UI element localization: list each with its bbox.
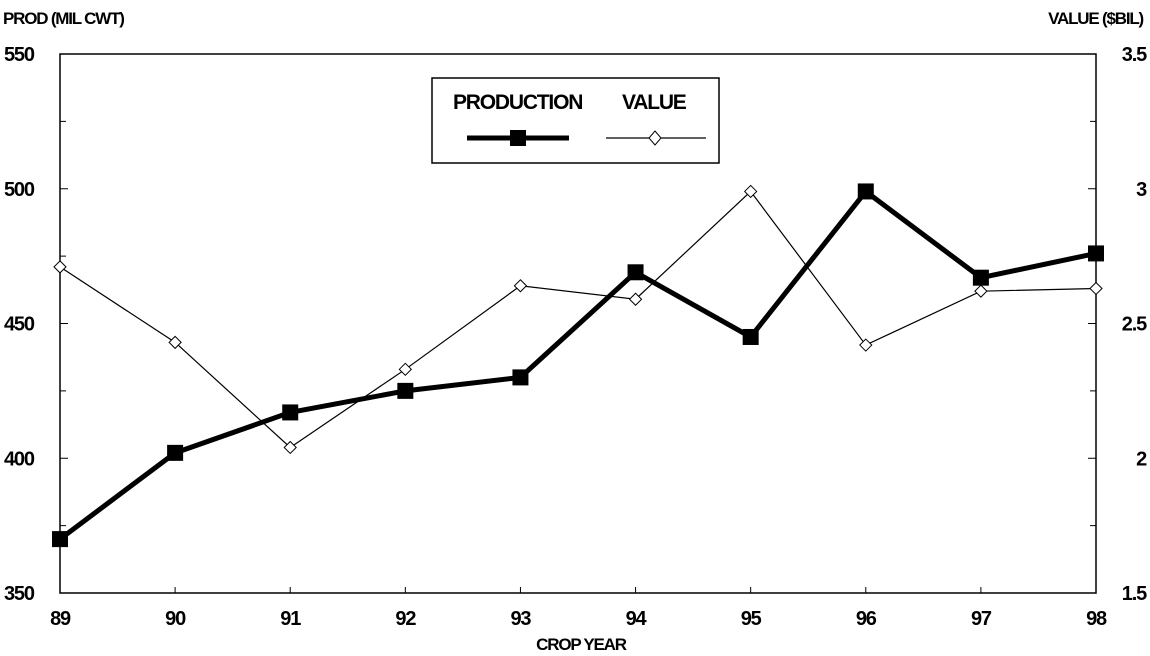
x-tick-label: 96: [856, 608, 877, 630]
x-tick-label: 92: [395, 608, 416, 630]
value-point: [974, 284, 988, 298]
production-point: [857, 183, 874, 200]
axis-ticks: 350 400 450 500 550 1.5 2 2.5 3 3.5 89 90 91 92 93 94 95…: [4, 44, 1148, 630]
value-point: [743, 184, 758, 199]
production-point: [972, 269, 989, 286]
x-tick-label: 95: [741, 608, 762, 630]
x-tick-label: 97: [971, 608, 992, 630]
production-point: [397, 382, 414, 399]
y-right-tick-label: 3.5: [1122, 44, 1147, 66]
production-point: [52, 531, 68, 548]
series-line-value: [59, 190, 1097, 449]
y-right-tick-label: 2: [1136, 448, 1147, 470]
y-left-tick-label: 400: [4, 448, 35, 470]
production-point: [512, 369, 529, 386]
y-left-tick-label: 500: [4, 179, 35, 201]
production-point: [1088, 245, 1104, 262]
series-line-production: [58, 187, 1097, 542]
x-tick-label: 93: [511, 608, 532, 630]
x-tick-label: 98: [1086, 608, 1107, 630]
value-point: [283, 440, 297, 455]
legend-box: [431, 77, 720, 164]
production-point: [282, 404, 299, 421]
x-tick-label: 91: [280, 608, 301, 630]
value-point: [53, 260, 67, 274]
series-layer: [52, 183, 1104, 548]
y-left-tick-label: 350: [4, 583, 35, 605]
legend-label-production: PRODUCTION: [453, 91, 582, 114]
value-point: [859, 338, 873, 352]
y-right-axis-title: VALUE ($BIL): [1048, 9, 1143, 28]
x-tick-label: 90: [165, 608, 186, 630]
y-left-tick-label: 450: [4, 314, 35, 336]
production-point: [627, 264, 644, 281]
y-left-axis-title: PROD (MIL CWT): [3, 9, 124, 28]
y-right-tick-label: 1.5: [1122, 583, 1147, 605]
production-point: [167, 444, 184, 461]
x-axis-title: CROP YEAR: [536, 635, 627, 654]
legend: PRODUCTION VALUE: [431, 77, 720, 164]
value-point: [168, 335, 182, 350]
legend-marker-production: [510, 130, 526, 146]
value-point: [513, 279, 528, 293]
value-point: [628, 292, 643, 306]
y-right-tick-label: 3: [1136, 179, 1147, 201]
legend-marker-value: [648, 130, 662, 146]
x-tick-label: 89: [50, 608, 71, 630]
value-point: [398, 362, 413, 377]
value-point: [1089, 281, 1103, 296]
y-left-tick-label: 550: [4, 44, 35, 66]
x-tick-label: 94: [626, 608, 648, 630]
y-right-tick-label: 2.5: [1122, 314, 1147, 336]
legend-label-value: VALUE: [622, 91, 687, 114]
production-point: [742, 328, 759, 345]
